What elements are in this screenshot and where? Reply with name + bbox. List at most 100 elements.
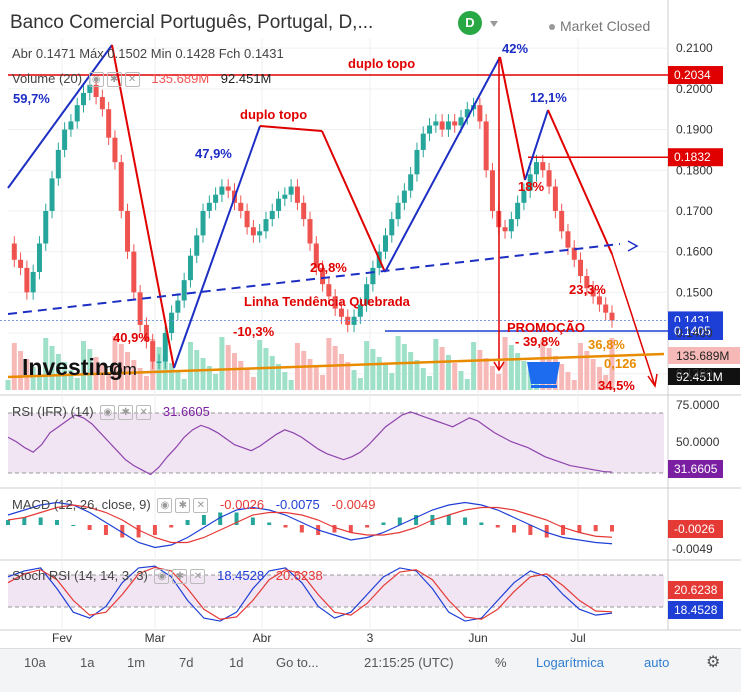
price-tag-label: 0.1832 — [674, 150, 711, 164]
auto-button[interactable]: auto — [644, 655, 670, 670]
candle-body — [584, 276, 590, 289]
volume-bar — [55, 354, 61, 390]
gear-icon[interactable]: ✱ — [106, 72, 122, 88]
support-line — [7, 352, 665, 379]
gear-icon[interactable]: ✱ — [172, 569, 188, 585]
eye-icon[interactable]: ◉ — [88, 72, 104, 88]
eye-icon[interactable]: ◉ — [154, 569, 170, 585]
price-tick-label: 0.1800 — [676, 163, 713, 177]
volume-bar — [590, 359, 596, 390]
volume-bar — [584, 351, 590, 390]
x-tick-label: Jun — [468, 631, 487, 645]
market-status: Market Closed — [549, 18, 650, 34]
stoch-k-value: 18.4528 — [217, 568, 265, 583]
volume-bar — [87, 349, 93, 390]
volume-bar — [439, 347, 445, 390]
range-7d-button[interactable]: 7d — [179, 655, 194, 670]
macd-histogram-bar — [136, 525, 141, 538]
annotation-label: -10,3% — [233, 324, 275, 339]
volume-value-2: 92.451M — [220, 71, 272, 86]
candle-body — [87, 84, 93, 93]
arrowhead — [627, 240, 639, 252]
macd-histogram-bar — [332, 525, 337, 533]
volume-bar — [332, 346, 338, 390]
candle-body — [200, 210, 206, 236]
volume-bar — [81, 341, 86, 390]
macd-histogram-bar — [283, 525, 288, 528]
eye-icon[interactable]: ◉ — [157, 498, 173, 514]
range-1d-button[interactable]: 1d — [229, 655, 244, 670]
volume-label: Volume (20) — [12, 71, 83, 86]
gear-icon[interactable]: ✱ — [118, 405, 134, 421]
candle-body — [55, 149, 61, 179]
volume-tag-label: 92.451M — [676, 370, 723, 384]
dropdown-icon[interactable] — [490, 16, 498, 32]
gear-icon[interactable]: ✱ — [175, 498, 191, 514]
volume-bar — [345, 362, 351, 390]
candle-body — [521, 190, 527, 203]
candle-body — [540, 162, 546, 171]
interval-badge[interactable]: D — [458, 11, 482, 35]
volume-bar — [307, 359, 313, 390]
candle-body — [257, 231, 263, 236]
macd-tag — [668, 520, 723, 538]
volume-bar — [206, 366, 212, 390]
volume-tag — [668, 368, 740, 385]
annotation-label: duplo topo — [240, 107, 307, 122]
macd-histogram-bar — [348, 525, 353, 533]
percent-button[interactable]: % — [495, 655, 507, 670]
volume-bar — [282, 372, 288, 390]
macd-histogram-bar — [234, 512, 239, 525]
range-1m-button[interactable]: 1m — [127, 655, 146, 670]
macd-histogram-bar — [446, 515, 451, 525]
ohlc-legend: Abr 0.1471 Máx 0.1502 Min 0.1428 Fch 0.1… — [12, 46, 284, 61]
goto-button[interactable]: Go to... — [276, 655, 319, 670]
volume-bar — [257, 340, 263, 390]
candle-body — [458, 117, 464, 126]
macd-signal-line — [7, 504, 613, 544]
chart-canvas[interactable]: 0.20340.18320.14310.1405135.689M92.451M … — [0, 0, 741, 648]
close-icon[interactable]: ✕ — [136, 405, 152, 421]
arrowhead — [647, 373, 658, 388]
stoch-d-value: 20.6238 — [275, 568, 323, 583]
macd-line-value: -0.0075 — [275, 497, 320, 512]
volume-bar — [326, 338, 332, 390]
range-1y-button[interactable]: 1a — [80, 655, 95, 670]
macd-histogram-bar — [479, 522, 484, 525]
volume-bar — [445, 355, 451, 390]
price-tick-label: 0.1600 — [676, 245, 713, 259]
macd-histogram-bar — [561, 525, 566, 535]
close-icon[interactable]: ✕ — [193, 498, 209, 514]
gear-icon[interactable]: ⚙ — [706, 654, 721, 671]
trend-drawings: 59,7% 40,9% -10,3% 47,9% duplo topo duplo top… — [7, 41, 665, 393]
trend-line — [321, 130, 386, 273]
close-icon[interactable]: ✕ — [124, 72, 140, 88]
volume-bar — [338, 354, 344, 390]
volume-bar — [238, 361, 244, 390]
time-axis[interactable]: Fev Mar Abr 3 Jun Jul — [52, 631, 586, 645]
range-10y-button[interactable]: 10a — [24, 655, 46, 670]
rsi-title: RSI (IFR) (14) — [12, 404, 94, 419]
trend-line — [611, 253, 656, 387]
price-axis[interactable]: 0.2100 0.2000 0.1900 0.1800 0.1700 0.1600 0.15… — [676, 41, 713, 381]
eye-icon[interactable]: ◉ — [100, 405, 116, 421]
rsi-tick-label: 50.0000 — [676, 435, 720, 449]
candle-body — [508, 219, 514, 232]
price-tick-label: 0.1500 — [676, 285, 713, 299]
annotation-label: 36,8% — [588, 337, 625, 352]
vertical-grid — [8, 38, 668, 630]
close-icon[interactable]: ✕ — [190, 569, 206, 585]
volume-bar — [288, 380, 294, 390]
price-tick-label: 0.2000 — [676, 82, 713, 96]
volume-bar — [11, 343, 17, 390]
price-tick-label: 0.1400 — [676, 326, 713, 340]
candle-body — [395, 202, 401, 220]
stoch-tag-label: 18.4528 — [674, 603, 718, 617]
candle-body — [414, 149, 420, 175]
candle-body — [502, 227, 508, 232]
candle-body — [590, 288, 596, 297]
annotation-label: 34,5% — [598, 378, 635, 393]
volume-value-1: 135.689M — [151, 71, 210, 86]
volume-bar — [232, 353, 237, 390]
log-button[interactable]: Logarítmica — [536, 655, 604, 670]
